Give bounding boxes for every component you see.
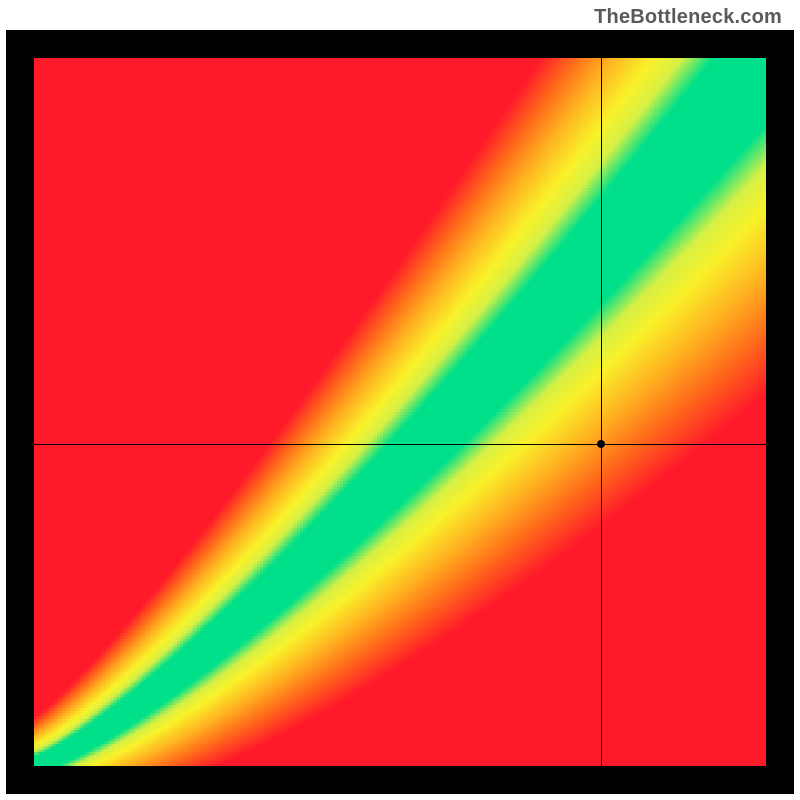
crosshair-horizontal xyxy=(34,444,766,445)
plot-area xyxy=(34,58,766,766)
watermark-text: TheBottleneck.com xyxy=(594,6,782,29)
crosshair-dot xyxy=(597,440,605,448)
plot-frame xyxy=(6,30,794,794)
crosshair-vertical xyxy=(601,58,602,766)
bottleneck-heatmap xyxy=(34,58,766,766)
